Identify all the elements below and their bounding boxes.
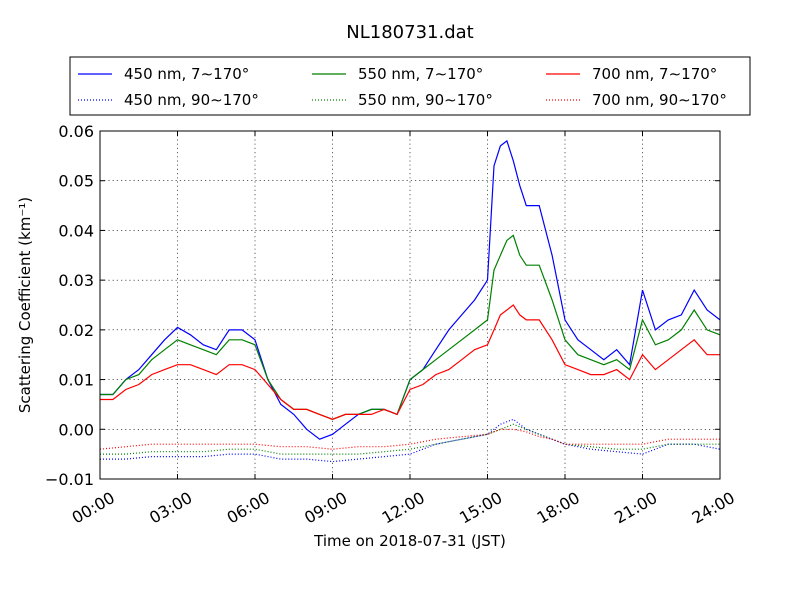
y-tick-label: −0.01 [45,470,94,489]
x-tick-label: 18:00 [534,488,583,528]
y-tick-label: 0.05 [58,172,94,191]
series-line-1 [100,234,721,420]
y-tick-label: 0.03 [58,271,94,290]
x-tick-label: 03:00 [146,488,195,528]
x-tick-label: 12:00 [379,488,428,528]
x-tick-label: 06:00 [224,488,273,528]
legend-label-2: 700 nm, 7∼170° [592,65,717,83]
legend: 450 nm, 7∼170° 550 nm, 7∼170° 700 nm, 7∼17… [78,65,727,109]
y-tick-label: 0.06 [58,122,94,141]
x-tick-label: 09:00 [301,488,350,528]
legend-label-3: 450 nm, 90∼170° [124,91,259,109]
series-line-0 [100,139,721,440]
series-group [99,139,721,463]
x-axis-label: Time on 2018-07-31 (JST) [313,532,506,550]
x-tick-label: 24:00 [689,488,738,528]
legend-box [69,56,751,116]
y-axis-label: Scattering Coefficient (km⁻¹) [16,197,34,413]
chart-title: NL180731.dat [346,22,473,43]
ticks: −0.01 0.00 0.01 0.02 0.03 0.04 0.05 0.06 00:00 03… [45,122,738,528]
x-tick-label: 21:00 [611,488,660,528]
legend-label-5: 700 nm, 90∼170° [592,91,727,109]
x-tick-label: 00:00 [69,488,118,528]
series-line-4 [100,423,720,455]
grid [100,131,720,479]
y-tick-label: 0.00 [58,420,94,439]
y-tick-label: 0.01 [58,371,94,390]
y-tick-label: 0.04 [58,221,94,240]
plot-frame [99,130,721,480]
legend-label-4: 550 nm, 90∼170° [358,91,493,109]
legend-label-1: 550 nm, 7∼170° [358,65,483,83]
x-tick-label: 15:00 [456,488,505,528]
series-line-2 [100,304,720,420]
legend-label-0: 450 nm, 7∼170° [124,65,249,83]
y-tick-label: 0.02 [58,321,94,340]
